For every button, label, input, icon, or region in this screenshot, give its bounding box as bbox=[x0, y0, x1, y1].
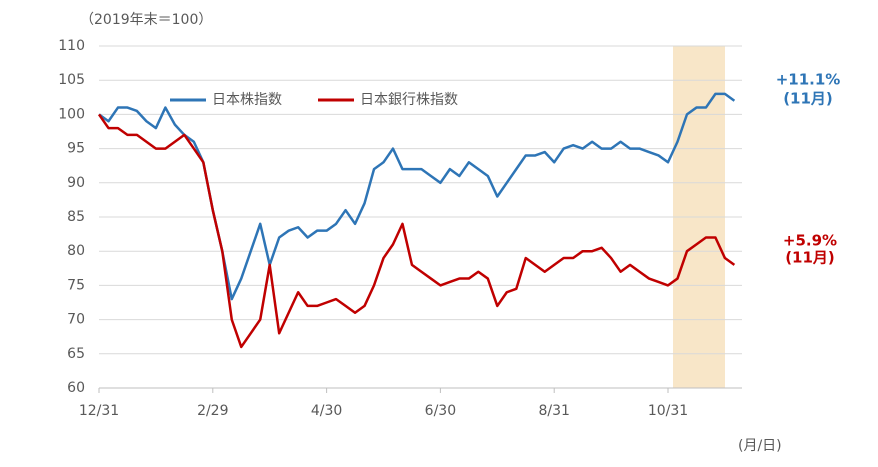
annotation: +11.1% bbox=[776, 71, 841, 89]
y-tick-label: 90 bbox=[67, 175, 85, 191]
x-axis-label: (月/日) bbox=[738, 438, 782, 454]
y-tick-label: 95 bbox=[67, 141, 85, 157]
x-tick-label: 12/31 bbox=[79, 403, 119, 419]
y-tick-label: 70 bbox=[67, 312, 85, 328]
x-tick-label: 6/30 bbox=[425, 403, 456, 419]
x-tick-label: 8/31 bbox=[538, 403, 569, 419]
y-tick-label: 105 bbox=[58, 72, 85, 88]
y-tick-label: 65 bbox=[67, 346, 85, 362]
y-tick-label: 85 bbox=[67, 209, 85, 225]
y-axis-label: （2019年末＝100） bbox=[80, 12, 212, 28]
series-line bbox=[97, 113, 736, 349]
y-tick-label: 110 bbox=[58, 38, 85, 54]
y-tick-label: 60 bbox=[67, 380, 85, 396]
legend-label: 日本株指数 bbox=[212, 92, 282, 108]
annotation: (11月) bbox=[785, 249, 835, 267]
y-tick-label: 75 bbox=[67, 277, 85, 293]
x-tick-label: 4/30 bbox=[311, 403, 342, 419]
x-tick-label: 10/31 bbox=[648, 403, 688, 419]
annotation: +5.9% bbox=[783, 232, 837, 250]
legend-label: 日本銀行株指数 bbox=[360, 92, 458, 108]
y-tick-label: 80 bbox=[67, 243, 85, 259]
y-tick-label: 100 bbox=[58, 106, 85, 122]
annotation: (11月) bbox=[783, 90, 833, 108]
x-tick-label: 2/29 bbox=[197, 403, 228, 419]
